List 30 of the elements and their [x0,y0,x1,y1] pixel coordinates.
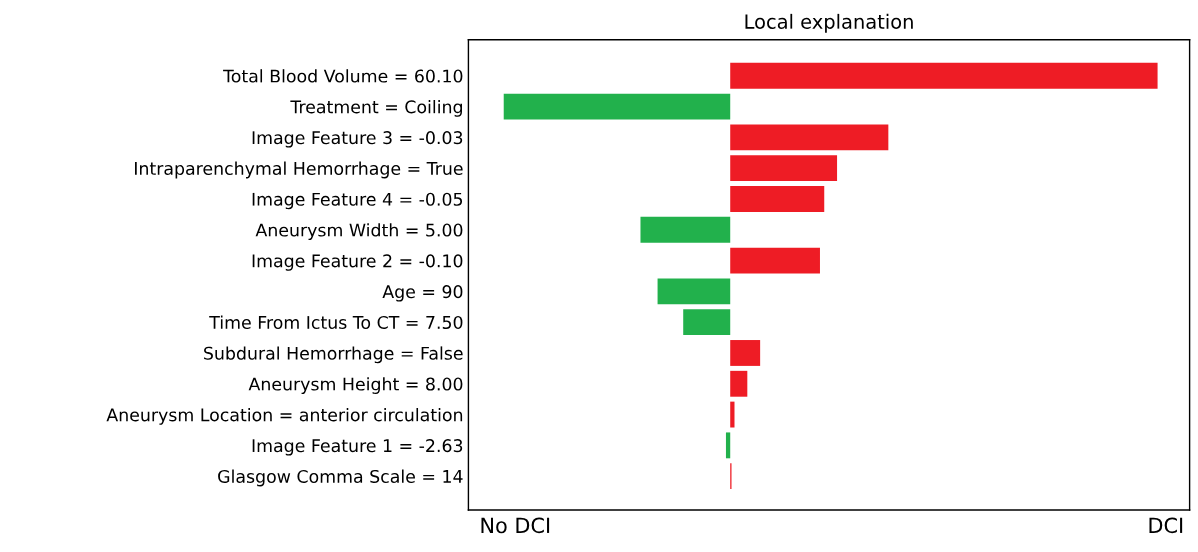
y-tick-label: Subdural Hemorrhage = False [204,346,463,364]
bar [730,124,889,151]
y-tick-label: Total Blood Volume = 60.10 [223,69,463,83]
y-tick-label: Image Feature 4 = -0.05 [252,192,463,210]
y-tick-label: Aneurysm Width = 5.00 [255,223,463,240]
bar [730,370,748,397]
y-tick-label: Image Feature 2 = -0.10 [252,254,463,271]
y-tick-label: Image Feature 3 = -0.03 [252,131,463,148]
bar [730,247,820,274]
bar [657,278,731,305]
bar [730,62,1158,89]
y-tick-label: Treatment = Coiling [290,99,462,117]
y-tick-label: Image Feature 1 = -2.63 [252,439,463,456]
bar [730,186,825,212]
bar [503,93,731,120]
bar [640,216,731,243]
text: No DCI [481,517,550,534]
chart-title: Local explanation [745,13,913,33]
y-tick-label: Intraparenchymal Hemorrhage = True [135,161,463,179]
y-tick-label: Time From Ictus To CT = 7.50 [209,315,463,330]
y-tick-label: Glasgow Comma Scale = 14 [218,469,463,487]
bar [683,309,731,336]
bar [725,432,731,459]
bar [730,340,761,366]
y-tick-label: Aneurysm Height = 8.00 [248,377,463,394]
bar [730,155,838,182]
y-tick-label: Age = 90 [382,285,463,302]
bar [730,401,735,428]
text: DCI [1149,517,1183,534]
y-tick-label: Aneurysm Location = anterior circulation [106,407,463,425]
